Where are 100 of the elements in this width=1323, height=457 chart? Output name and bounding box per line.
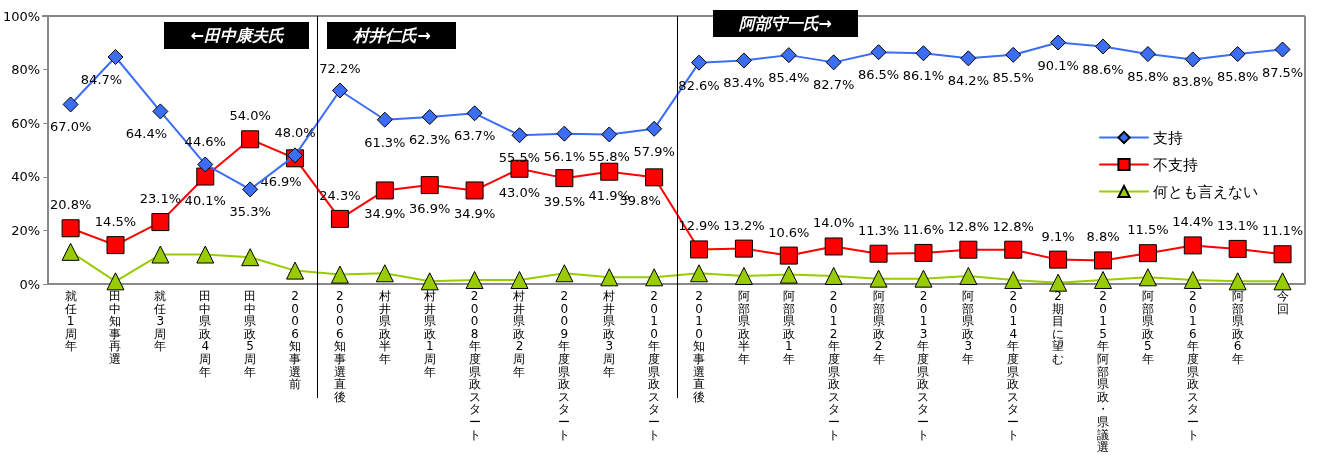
point — [242, 181, 259, 198]
point — [556, 125, 573, 142]
point — [1004, 270, 1023, 289]
point — [286, 261, 305, 280]
point — [330, 265, 349, 284]
category-label: 2010年度県政スタート — [648, 289, 661, 442]
x-tick-label: 阿部県政5年 — [1141, 289, 1155, 366]
data-label: 55.8% — [588, 149, 630, 165]
data-label: 86.1% — [902, 68, 945, 84]
point — [1094, 270, 1113, 289]
point — [779, 265, 798, 284]
point — [869, 244, 888, 263]
legend-label: 何とも言えない — [1153, 182, 1258, 201]
data-label: 34.9% — [453, 206, 496, 222]
point — [1004, 240, 1023, 259]
data-label: 83.8% — [1172, 74, 1214, 90]
point — [421, 109, 438, 126]
data-label: 55.5% — [498, 150, 541, 166]
point — [62, 96, 79, 113]
data-label: 36.9% — [409, 201, 451, 217]
point — [465, 181, 484, 200]
point — [287, 147, 304, 164]
point — [510, 270, 529, 289]
x-tick-label: 村井県政3周年 — [602, 289, 616, 379]
point — [1050, 34, 1067, 51]
point — [690, 240, 709, 259]
point — [1229, 46, 1246, 63]
point — [420, 272, 439, 291]
point — [960, 50, 977, 67]
data-label: 20.8% — [49, 197, 92, 213]
point — [1049, 273, 1068, 292]
data-label: 88.6% — [1082, 61, 1124, 77]
x-tick-label: 阿部県政6年 — [1231, 289, 1245, 366]
x-tick-label: 田中県政5周年 — [243, 289, 257, 379]
point — [465, 270, 484, 289]
point — [61, 242, 80, 261]
point — [1273, 272, 1292, 291]
point — [959, 266, 978, 285]
x-tick-label: 田中知事再選 — [108, 289, 122, 366]
x-tick-label: 村井県政半年 — [378, 289, 392, 366]
x-tick-label: 阿部県政1年 — [782, 289, 796, 366]
data-label: 10.6% — [768, 224, 810, 240]
data-label: 85.8% — [1217, 69, 1259, 85]
point — [1228, 239, 1247, 258]
data-label: 43.0% — [498, 184, 541, 200]
category-label: 2010知事選直後 — [693, 289, 706, 404]
category-label: 2014年度県政スタート — [1007, 289, 1020, 442]
point — [1095, 38, 1112, 55]
point — [61, 219, 80, 238]
annotation: ←田中康夫氏 — [190, 25, 284, 47]
data-label: 14.4% — [1172, 214, 1214, 230]
data-label: 11.3% — [857, 222, 900, 238]
point — [646, 120, 663, 137]
point — [870, 44, 887, 61]
point — [1138, 268, 1157, 287]
point — [734, 239, 753, 258]
data-label: 40.1% — [184, 192, 226, 208]
point — [1094, 251, 1113, 270]
data-label: 86.5% — [857, 67, 900, 83]
annotation: 阿部守一氏→ — [738, 13, 832, 35]
point — [1184, 51, 1201, 68]
data-label: 67.0% — [49, 119, 92, 135]
data-label: 85.8% — [1127, 69, 1169, 85]
data-label: 61.3% — [364, 134, 406, 150]
point — [1005, 46, 1022, 63]
y-tick-label: 40% — [11, 169, 41, 185]
point — [375, 181, 394, 200]
y-tick-label: 20% — [11, 222, 41, 238]
data-label: 44.6% — [184, 134, 226, 150]
data-label: 83.4% — [723, 75, 765, 91]
point — [197, 156, 214, 173]
category-label: 2013年度県政スタート — [917, 289, 930, 442]
point — [1274, 41, 1291, 58]
point — [330, 209, 349, 228]
x-tick-label: 田中県政4周年 — [198, 289, 212, 379]
data-label: 82.7% — [813, 77, 855, 93]
data-label: 56.1% — [543, 148, 586, 164]
data-label: 12.8% — [992, 218, 1034, 234]
data-label: 35.3% — [229, 204, 271, 220]
point — [1183, 236, 1202, 255]
point — [601, 126, 618, 143]
category-label: 2012年度県政スタート — [827, 289, 840, 442]
data-label: 72.2% — [319, 60, 361, 76]
x-tick-label: 阿部県政2年 — [872, 289, 886, 366]
data-label: 63.7% — [453, 128, 496, 144]
legend-label: 支持 — [1153, 128, 1183, 147]
y-tick-label: 60% — [11, 115, 41, 131]
data-label: 9.1% — [1041, 228, 1075, 244]
x-tick-label: 就任3周年 — [153, 289, 167, 354]
x-tick-label: 2006知事選前 — [288, 289, 302, 392]
point — [511, 127, 528, 144]
category-label: 2016年度県政スタート — [1186, 289, 1199, 442]
data-label: 11.1% — [1261, 223, 1304, 239]
data-label: 85.5% — [992, 69, 1034, 85]
point — [1139, 46, 1156, 63]
point — [915, 45, 932, 62]
point — [420, 176, 439, 195]
point — [645, 268, 664, 287]
point — [735, 52, 752, 69]
x-tick-label: 村井県政2周年 — [512, 289, 526, 379]
